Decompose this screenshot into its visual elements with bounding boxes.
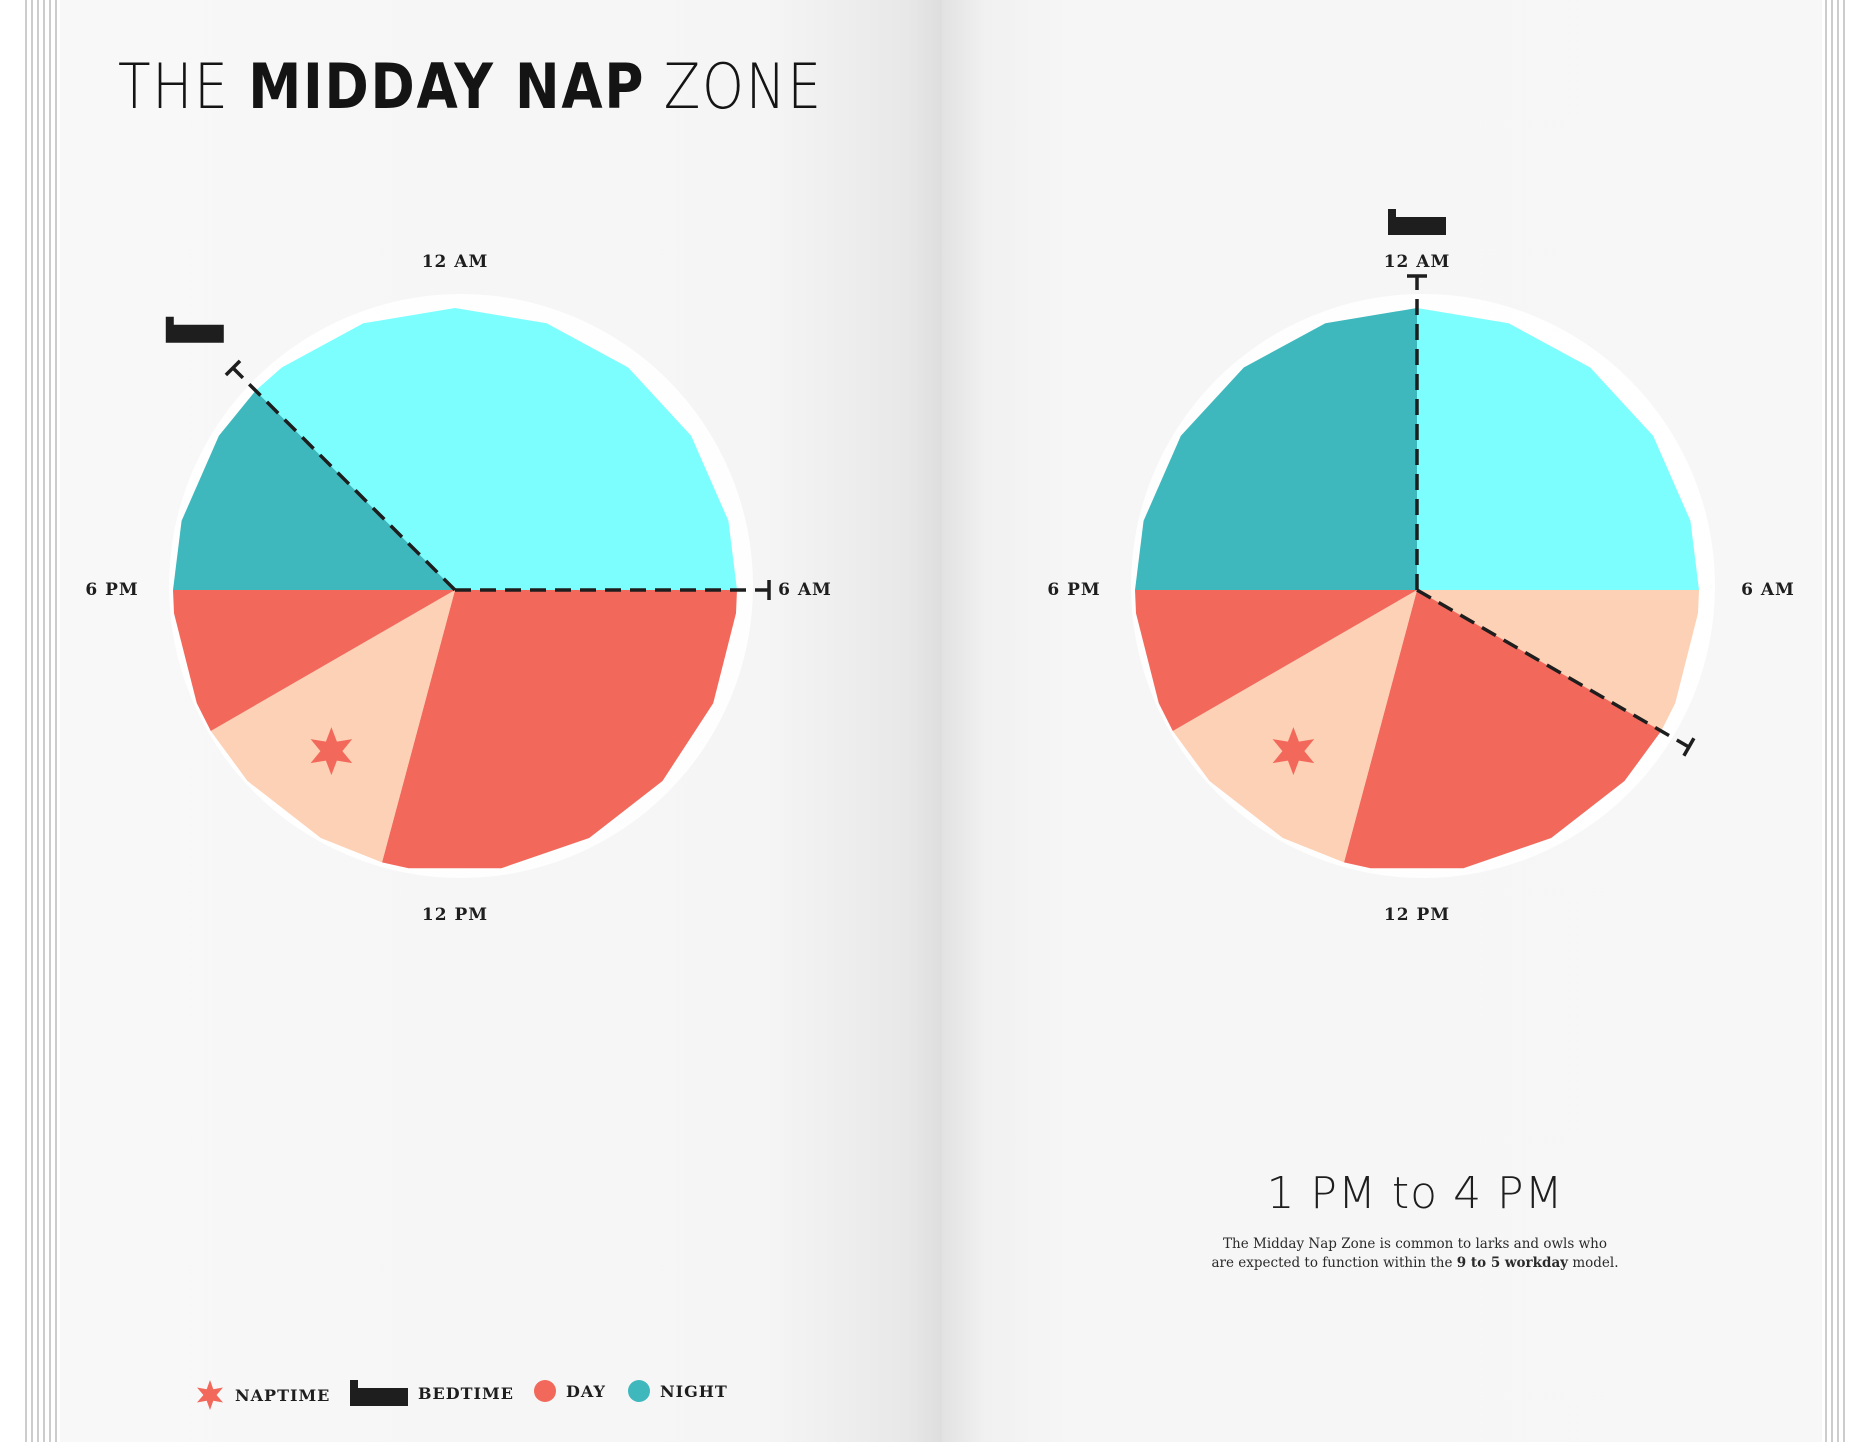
pie-segment-4 bbox=[173, 590, 455, 731]
pie-segment-4 bbox=[1172, 590, 1417, 863]
title-bold: MIDDAY NAP bbox=[248, 50, 646, 123]
star-icon bbox=[197, 1380, 223, 1410]
left-label-6pm: 6 PM bbox=[85, 580, 139, 600]
nap-zone-headline: 1 PM to 4 PM bbox=[1266, 1168, 1564, 1219]
pie-segment-3 bbox=[1344, 590, 1662, 869]
legend-label-day: DAY bbox=[566, 1381, 606, 1401]
legend-day: DAY bbox=[534, 1380, 606, 1402]
right-label-12pm: 12 PM bbox=[1383, 905, 1451, 925]
right-label-6pm: 6 PM bbox=[1047, 580, 1101, 600]
caption-line-2-bold: 9 to 5 workday bbox=[1456, 1255, 1569, 1271]
bedtime-tick bbox=[224, 359, 242, 377]
left-label-12pm: 12 PM bbox=[421, 905, 489, 925]
caption-line-1: The Midday Nap Zone is common to larks a… bbox=[1223, 1236, 1607, 1252]
caption-line-2: are expected to function within the 9 to… bbox=[1180, 1254, 1650, 1273]
pie-segment-6 bbox=[1135, 308, 1417, 590]
day-dot-icon bbox=[534, 1380, 556, 1402]
caption-line-2-post: model. bbox=[1572, 1255, 1619, 1271]
clock-chart-2 bbox=[1131, 209, 1715, 878]
pie-segment-5 bbox=[1135, 590, 1417, 731]
bed-icon bbox=[165, 316, 224, 343]
pie-segment-2 bbox=[1417, 590, 1699, 731]
legend-bedtime: BEDTIME bbox=[350, 1380, 514, 1406]
right-label-6am: 6 AM bbox=[1741, 580, 1795, 600]
wake-tick bbox=[1682, 737, 1696, 757]
pie-segment-6 bbox=[255, 308, 455, 590]
pie-segment-3 bbox=[210, 590, 455, 863]
nap-zone-caption: The Midday Nap Zone is common to larks a… bbox=[1180, 1235, 1650, 1273]
bed-icon bbox=[350, 1380, 408, 1406]
night-dot-icon bbox=[628, 1380, 650, 1402]
pie-segment-1 bbox=[455, 308, 737, 590]
bedtime-line-end bbox=[231, 366, 245, 380]
pie-segment-2 bbox=[382, 590, 737, 869]
legend-naptime: NAPTIME bbox=[195, 1380, 330, 1410]
right-label-12am: 12 AM bbox=[1383, 252, 1451, 272]
legend-label-bedtime: BEDTIME bbox=[418, 1383, 514, 1403]
legend-night: NIGHT bbox=[628, 1380, 728, 1402]
clock-chart-1 bbox=[165, 294, 771, 878]
bed-icon bbox=[1388, 209, 1446, 235]
legend-label-night: NIGHT bbox=[660, 1381, 728, 1401]
naptime-star-icon bbox=[310, 727, 353, 776]
pie-segment-1 bbox=[1417, 308, 1699, 590]
caption-line-2-pre: are expected to function within the bbox=[1211, 1255, 1453, 1271]
left-label-6am: 6 AM bbox=[778, 580, 832, 600]
legend-label-naptime: NAPTIME bbox=[235, 1385, 331, 1405]
pie-segment-5 bbox=[173, 390, 455, 590]
title-suffix: ZONE bbox=[663, 50, 823, 123]
title-prefix: THE bbox=[118, 50, 230, 123]
naptime-star-icon bbox=[1272, 727, 1315, 776]
left-label-12am: 12 AM bbox=[421, 252, 489, 272]
page-title: THE MIDDAY NAP ZONE bbox=[118, 50, 823, 123]
wake-line-end bbox=[1675, 738, 1690, 749]
